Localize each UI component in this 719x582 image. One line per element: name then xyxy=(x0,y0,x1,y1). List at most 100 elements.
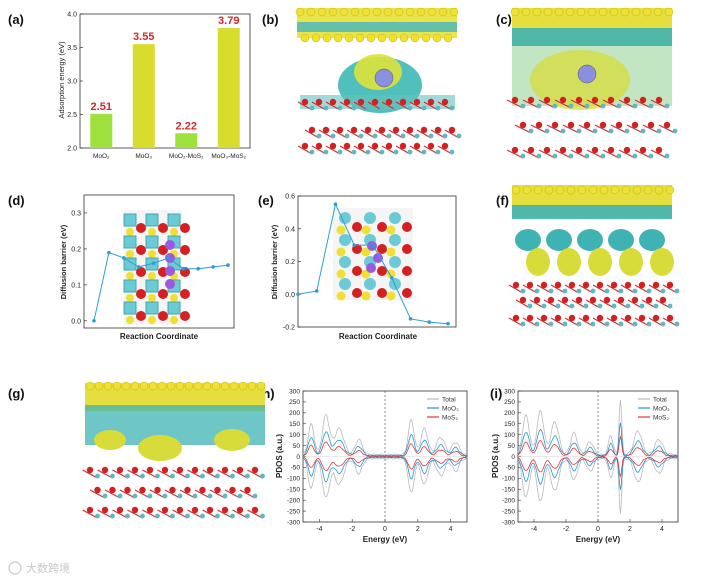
oxygen-atom-icon xyxy=(512,314,520,322)
sulfur-atom-icon xyxy=(112,381,122,391)
sulfur-atom-icon xyxy=(148,294,156,302)
chart-i-xtick-label: 4 xyxy=(660,526,664,533)
atom-icon xyxy=(309,105,315,111)
chart-d-ylabel: Diffusion barrier (eV) xyxy=(59,224,68,299)
oxygen-atom-icon xyxy=(136,311,146,321)
chart-h-series-down xyxy=(302,456,468,498)
atom-icon xyxy=(624,128,630,134)
bond-line xyxy=(187,509,203,519)
sulfur-atom-icon xyxy=(148,272,156,280)
atom-icon xyxy=(145,279,159,293)
sulfur-atom-icon xyxy=(211,381,221,391)
chart-i-series-up xyxy=(517,422,679,457)
structure-g xyxy=(82,381,266,519)
atom-icon xyxy=(544,128,550,134)
sulfur-atom-icon xyxy=(405,7,415,17)
bond-line xyxy=(247,509,263,519)
oxygen-atom-icon xyxy=(191,506,199,514)
chart-a-category-label: MoO₃ xyxy=(135,153,152,160)
atom-icon xyxy=(555,303,561,309)
bond-line xyxy=(620,284,636,294)
bond-line xyxy=(232,509,248,519)
oxygen-atom-icon xyxy=(623,146,631,154)
sulfur-atom-icon xyxy=(654,185,664,195)
oxygen-atom-icon xyxy=(109,486,116,494)
bond-line xyxy=(318,129,334,139)
oxygen-atom-icon xyxy=(607,96,615,104)
oxygen-atom-icon xyxy=(136,223,146,233)
bond-line xyxy=(127,509,143,519)
sulfur-atom-icon xyxy=(344,33,354,43)
sulfur-atom-icon xyxy=(126,250,134,258)
sulfur-atom-icon xyxy=(170,294,178,302)
oxygen-atom-icon xyxy=(406,126,414,134)
atom-icon xyxy=(584,103,590,109)
oxygen-atom-icon xyxy=(86,506,94,514)
chart-i-xlabel: Energy (eV) xyxy=(576,535,621,544)
sulfur-atom-icon xyxy=(432,33,442,43)
bond-line xyxy=(395,101,411,111)
chart-d-point xyxy=(121,256,126,260)
chart-d-point xyxy=(166,256,171,260)
structure-c xyxy=(506,7,678,159)
oxygen-atom-icon xyxy=(655,146,663,154)
bond-line xyxy=(304,129,320,139)
bond-line xyxy=(522,149,540,159)
bond-line xyxy=(554,149,572,159)
sulfur-atom-icon xyxy=(576,7,586,17)
oxygen-atom-icon xyxy=(377,288,387,298)
chart-e-ytick-label: 0.6 xyxy=(285,194,295,201)
bond-line xyxy=(367,145,383,155)
atom-icon xyxy=(664,153,670,159)
bond-line xyxy=(648,317,664,327)
oxygen-atom-icon xyxy=(371,98,379,106)
charge-lobe xyxy=(639,229,665,251)
chart-d-ytick-label: 0.3 xyxy=(71,210,81,217)
sulfur-atom-icon xyxy=(361,247,371,257)
bond-line xyxy=(522,317,538,327)
chart-d-ytick-label: 0.1 xyxy=(71,282,81,289)
atom-icon xyxy=(200,473,205,479)
chart-h-series-up xyxy=(302,441,468,457)
atom-icon xyxy=(583,303,589,309)
atom-icon xyxy=(110,473,115,479)
atom-icon xyxy=(123,213,137,227)
bond-line xyxy=(311,101,327,111)
atom-icon xyxy=(576,128,582,134)
atom-icon xyxy=(435,105,441,111)
oxygen-atom-icon xyxy=(589,296,597,304)
atom-icon xyxy=(569,303,575,309)
bond-line xyxy=(602,99,620,109)
chart-a-ylabel: Adsorption energy (eV) xyxy=(57,41,66,119)
oxygen-atom-icon xyxy=(526,281,534,289)
atom-icon xyxy=(167,301,181,315)
chart-h: 300 250 200 150 100 50 0 -50 -100 -150 -200 -250 -30… xyxy=(275,388,468,544)
oxygen-atom-icon xyxy=(624,314,632,322)
bond-line xyxy=(606,284,622,294)
oxygen-atom-icon xyxy=(221,466,229,474)
bond-line xyxy=(592,284,608,294)
oxygen-atom-icon xyxy=(567,121,575,129)
atom-icon xyxy=(639,303,645,309)
oxygen-atom-icon xyxy=(86,466,94,474)
bond-line xyxy=(634,99,652,109)
oxygen-atom-icon xyxy=(352,266,362,276)
sulfur-atom-icon xyxy=(383,7,393,17)
chart-h-legend-label: Total xyxy=(442,396,456,403)
charge-lobe xyxy=(588,248,612,276)
atom-icon xyxy=(590,288,596,294)
atom-icon xyxy=(414,133,420,139)
oxygen-atom-icon xyxy=(596,281,604,289)
atom-icon xyxy=(323,149,329,155)
bond-line xyxy=(602,149,620,159)
oxygen-atom-icon xyxy=(329,142,337,150)
chart-a-bar xyxy=(132,44,155,148)
oxygen-atom-icon xyxy=(561,296,569,304)
oxygen-atom-icon xyxy=(638,314,646,322)
sulfur-atom-icon xyxy=(336,291,346,301)
lithium-atom-icon xyxy=(165,266,175,276)
oxygen-atom-icon xyxy=(427,142,435,150)
atom-icon xyxy=(351,149,357,155)
sulfur-atom-icon xyxy=(94,381,104,391)
chart-a-bar xyxy=(175,133,198,148)
